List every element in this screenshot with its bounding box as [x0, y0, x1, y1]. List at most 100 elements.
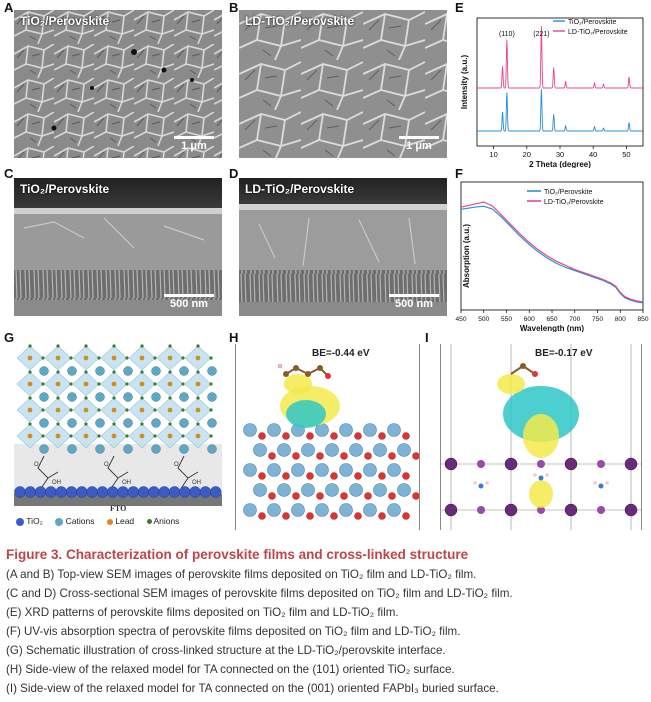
tio2-particle [148, 486, 160, 498]
anion-atom [112, 396, 116, 400]
anion-atom [112, 422, 116, 426]
anion-atom [84, 422, 88, 426]
sem-cross-section-c [14, 178, 222, 316]
anion-atom [41, 356, 45, 360]
ti-atom [339, 423, 353, 437]
anion-atom [97, 382, 101, 386]
atom-symbol: O [104, 462, 109, 468]
scale-label-d: 500 nm [395, 298, 433, 310]
cation-atom [39, 366, 49, 376]
h-atom [593, 481, 597, 485]
x-tick-label: 30 [556, 150, 564, 159]
anion-atom [181, 434, 185, 438]
scale-bar-b: 1 μm [399, 136, 439, 152]
lead-atom [167, 433, 173, 439]
x-tick-label: 650 [546, 316, 557, 323]
h-atom [533, 473, 537, 477]
legend-cations: Cations [65, 516, 95, 526]
lead-atom [27, 381, 33, 387]
ti-atom [243, 463, 257, 477]
ti-atom [397, 443, 411, 457]
anion-atom [69, 408, 73, 412]
lead-atom [139, 381, 145, 387]
panel-label-e: E [455, 0, 464, 15]
atom-symbol: O [34, 462, 39, 468]
legend-label: LD-TiO₂/Perovskite [568, 29, 628, 36]
anion-atom [56, 370, 60, 374]
x-tick-label: 50 [622, 150, 630, 159]
tio2-particle [117, 486, 129, 498]
carbon-atom [305, 371, 311, 377]
x-tick-label: 450 [455, 316, 466, 323]
legend-g: TiO₂ Cations Lead Anions [16, 516, 222, 530]
lead-atom [83, 433, 89, 439]
cation-atom [151, 392, 161, 402]
lead-atom [167, 355, 173, 361]
tio2-particle [96, 486, 109, 498]
anion-atom [209, 408, 213, 412]
ti-atom [373, 483, 387, 497]
pb-atom [444, 503, 458, 517]
i-atom [537, 460, 545, 468]
tio2-particle [199, 486, 212, 498]
pb-atom [444, 457, 458, 471]
cation-atom [123, 444, 133, 454]
ti-atom [243, 503, 257, 517]
fto-label: FTO [110, 504, 127, 513]
ti-atom [267, 463, 281, 477]
tio2-particle [86, 486, 98, 498]
schematic-g: O OH O OH O OH FTO TiO₂ Cations Lead Anions [14, 344, 222, 530]
atom-symbol: OH [52, 480, 61, 486]
tio2-particle [179, 486, 191, 498]
sem-title-c: TiO₂/Perovskite [20, 182, 110, 196]
peak-annotation: (221) [533, 31, 549, 38]
x-axis-label: Wavelength (nm) [520, 324, 584, 332]
lead-atom [195, 433, 201, 439]
legend-label: TiO₂/Perovskite [568, 19, 616, 26]
ti-atom [291, 503, 305, 517]
charge-density-yellow [529, 480, 553, 508]
x-tick-label: 20 [523, 150, 531, 159]
tio2-particle [168, 486, 181, 498]
ti-atom [277, 443, 291, 457]
h-atom [277, 363, 283, 369]
anion-atom [41, 408, 45, 412]
sem-grain-texture-a [14, 10, 222, 158]
ti-atom [315, 503, 329, 517]
atom-symbol: OH [122, 480, 131, 486]
ti-atom [243, 423, 257, 437]
scale-bar-d: 500 nm [389, 294, 439, 310]
y-axis-label: Intensity (a.u.) [460, 55, 469, 110]
cation-atom [207, 366, 217, 376]
lead-atom [139, 355, 145, 361]
h-atom [485, 481, 489, 485]
figure-caption-title: Figure 3. Characterization of perovskite… [6, 547, 469, 562]
o-atom [412, 492, 419, 500]
anion-atom [41, 382, 45, 386]
anion-atom [28, 396, 32, 400]
binding-energy-i: BE=-0.17 eV [535, 348, 593, 359]
ti-atom [277, 483, 291, 497]
binding-energy-h: BE=-0.44 eV [312, 348, 370, 359]
sem-image-b: LD-TiO₂/Perovskite 1 μm [239, 10, 447, 158]
x-axis-label: 2 Theta (degree) [529, 160, 591, 168]
cation-atom [151, 444, 161, 454]
lead-atom [111, 355, 117, 361]
ti-atom [363, 463, 377, 477]
carbon-atom [520, 363, 526, 369]
atom-symbol: OH [192, 480, 201, 486]
anion-atom [140, 370, 144, 374]
n-atom [538, 475, 544, 481]
anion-atom [209, 382, 213, 386]
charge-density-yellow [523, 414, 559, 458]
h-atom [545, 473, 549, 477]
cation-atom [207, 444, 217, 454]
o-atom [388, 452, 396, 460]
tio2-particle [137, 486, 150, 498]
anion-atom [153, 434, 157, 438]
lead-atom [27, 355, 33, 361]
legend-label: LD-TiO₂/Perovskite [544, 199, 604, 206]
legend-tio2: TiO₂ [26, 516, 43, 526]
carbon-atom [317, 365, 323, 371]
y-axis-label: Absorption (a.u.) [462, 224, 471, 288]
